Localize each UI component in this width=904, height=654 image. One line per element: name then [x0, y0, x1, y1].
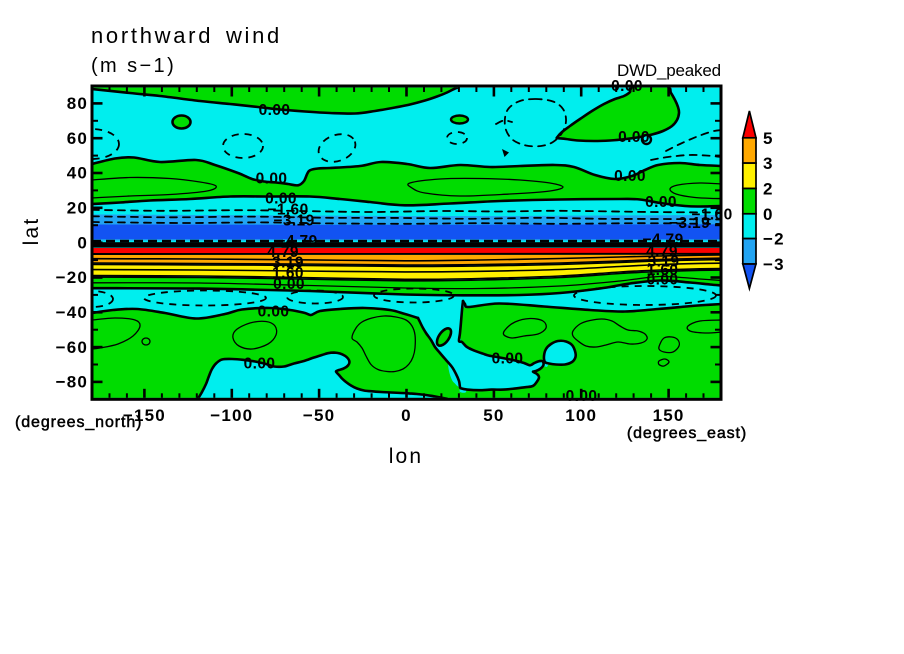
svg-text:−3: −3	[763, 255, 785, 274]
svg-text:−3.19: −3.19	[669, 215, 710, 232]
svg-text:50: 50	[483, 406, 504, 425]
svg-text:40: 40	[67, 164, 88, 183]
svg-text:0: 0	[763, 205, 774, 224]
svg-text:−60: −60	[56, 338, 88, 357]
svg-text:60: 60	[67, 129, 88, 148]
svg-text:−4.79: −4.79	[276, 233, 317, 250]
svg-text:−1.60: −1.60	[267, 202, 308, 219]
svg-text:−1.60: −1.60	[691, 207, 732, 224]
svg-text:DWD_peaked: DWD_peaked	[617, 61, 721, 80]
svg-text:0.00: 0.00	[614, 168, 646, 185]
svg-text:−4.79: −4.79	[642, 232, 683, 249]
svg-text:0.00: 0.00	[645, 194, 677, 211]
svg-text:4.79: 4.79	[646, 244, 678, 261]
svg-text:4.79: 4.79	[267, 244, 299, 261]
svg-text:0.00: 0.00	[647, 272, 679, 289]
svg-text:−3.19: −3.19	[273, 213, 314, 230]
svg-text:20: 20	[67, 199, 88, 218]
svg-text:lon: lon	[389, 445, 424, 468]
svg-text:−2: −2	[763, 230, 785, 249]
svg-text:5: 5	[763, 129, 774, 148]
svg-text:−20: −20	[56, 268, 88, 287]
svg-text:0.00: 0.00	[258, 304, 290, 321]
svg-text:0.00: 0.00	[618, 129, 650, 146]
svg-text:0.00: 0.00	[265, 191, 297, 208]
svg-text:northward wind: northward wind	[91, 23, 282, 48]
svg-text:0.00: 0.00	[244, 356, 276, 373]
svg-text:0.00: 0.00	[256, 171, 288, 188]
svg-text:0.00: 0.00	[259, 102, 291, 119]
svg-text:−50: −50	[303, 406, 335, 425]
svg-text:(m s−1): (m s−1)	[91, 55, 176, 77]
svg-text:0.00: 0.00	[566, 388, 598, 405]
svg-text:0.00: 0.00	[611, 78, 643, 95]
svg-text:3.19: 3.19	[648, 254, 680, 271]
svg-text:1.60: 1.60	[647, 262, 679, 279]
svg-text:−40: −40	[56, 303, 88, 322]
svg-text:(degrees_north): (degrees_north)	[15, 414, 142, 431]
svg-text:100: 100	[565, 406, 597, 425]
svg-text:−80: −80	[56, 373, 88, 392]
svg-text:(degrees_east): (degrees_east)	[627, 425, 747, 442]
svg-text:lat: lat	[20, 217, 43, 246]
svg-text:0.00: 0.00	[273, 276, 305, 293]
svg-text:0.00: 0.00	[492, 351, 524, 368]
svg-text:150: 150	[653, 406, 685, 425]
svg-text:3: 3	[763, 154, 774, 173]
svg-text:80: 80	[67, 94, 88, 113]
svg-text:−100: −100	[210, 406, 253, 425]
svg-text:0: 0	[401, 406, 412, 425]
svg-text:2: 2	[763, 180, 774, 199]
svg-text:0: 0	[77, 233, 88, 252]
svg-text:1.60: 1.60	[272, 265, 304, 282]
svg-text:−150: −150	[123, 406, 166, 425]
svg-text:3.19: 3.19	[272, 255, 304, 272]
